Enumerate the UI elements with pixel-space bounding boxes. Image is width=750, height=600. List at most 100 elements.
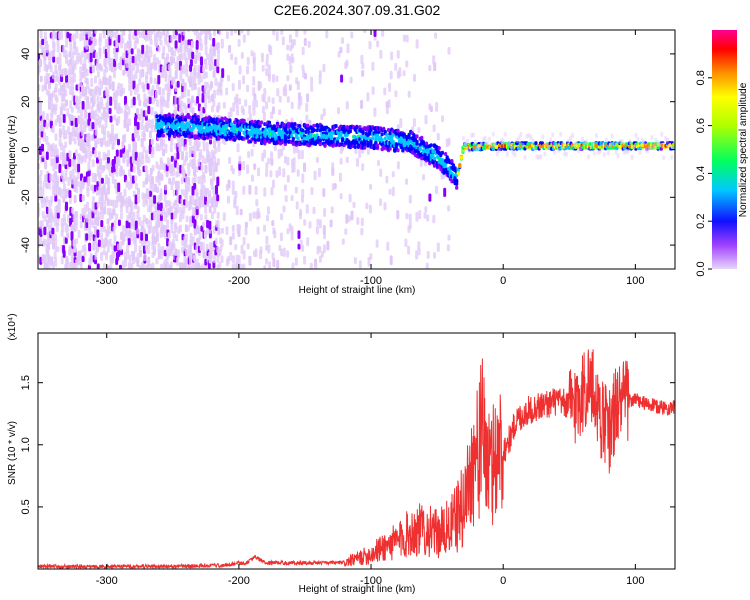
heatmap-cell — [242, 185, 246, 195]
heatmap-cell — [207, 151, 211, 161]
heatmap-cell — [147, 256, 151, 267]
heatmap-cell — [193, 158, 197, 166]
heatmap-cell — [239, 263, 243, 269]
heatmap-cell — [128, 40, 132, 49]
heatmap-cell — [115, 30, 119, 40]
heatmap-cell — [248, 105, 252, 115]
heatmap-cell — [88, 30, 92, 37]
heatmap-cell — [185, 249, 188, 257]
heatmap-cell — [59, 188, 63, 199]
heatmap-cell — [396, 128, 400, 133]
heatmap-cell — [107, 51, 111, 58]
heatmap-cell — [216, 65, 220, 74]
heatmap-cell — [168, 240, 172, 247]
heatmap-cell — [124, 251, 127, 262]
heatmap-cell — [171, 116, 175, 121]
heatmap-cell — [45, 182, 49, 190]
heatmap-cell — [170, 133, 174, 142]
heatmap-cell — [379, 198, 383, 207]
heatmap-cell — [205, 227, 209, 235]
heatmap-cell — [396, 161, 400, 170]
heatmap-cell — [322, 108, 326, 117]
heatmap-cell — [377, 160, 380, 167]
heatmap-cell — [93, 217, 97, 226]
heatmap-cell — [238, 98, 242, 105]
heatmap-cell — [64, 173, 68, 182]
heatmap-cell — [66, 232, 70, 239]
heatmap-cell — [210, 125, 214, 130]
heatmap-cell — [386, 241, 390, 251]
heatmap-cell — [415, 134, 419, 139]
heatmap-cell — [282, 122, 286, 127]
heatmap-cell — [163, 194, 167, 203]
heatmap-cell — [592, 150, 596, 156]
heatmap-cell — [280, 248, 284, 257]
heatmap-cell — [371, 61, 375, 72]
heatmap-cell — [206, 219, 210, 229]
heatmap-ytick-label: 40 — [20, 48, 32, 60]
heatmap-cell — [159, 188, 163, 196]
heatmap-cell — [415, 39, 419, 49]
heatmap-cell — [182, 204, 186, 214]
heatmap-cell — [396, 148, 400, 153]
heatmap-cell — [346, 43, 350, 54]
heatmap-cell — [109, 115, 113, 123]
heatmap-cell — [424, 141, 429, 146]
heatmap-cell — [117, 115, 121, 124]
heatmap-cell — [419, 158, 423, 167]
heatmap-cell — [590, 141, 594, 147]
heatmap-cell — [383, 136, 387, 141]
heatmap-cell — [120, 83, 123, 91]
heatmap-cell — [279, 130, 283, 135]
heatmap-cell — [461, 148, 465, 153]
heatmap-cell — [213, 89, 216, 99]
heatmap-cell — [248, 212, 252, 222]
heatmap-cell — [301, 46, 305, 56]
heatmap-cell — [551, 132, 555, 138]
heatmap-cell — [184, 192, 188, 201]
heatmap-cell — [252, 52, 256, 61]
heatmap-cell — [190, 40, 194, 49]
heatmap-cell — [408, 220, 412, 230]
heatmap-cell — [489, 141, 493, 147]
heatmap-cell — [49, 65, 53, 73]
heatmap-cell — [60, 142, 63, 151]
heatmap-cell — [185, 233, 188, 242]
heatmap-cell — [112, 251, 116, 259]
heatmap-cell — [73, 41, 77, 49]
heatmap-cell — [129, 174, 133, 185]
heatmap-cell — [113, 47, 116, 55]
heatmap-cell — [278, 166, 282, 176]
snr-multiplier: (x10⁴) — [7, 313, 18, 340]
heatmap-cell — [74, 210, 78, 219]
heatmap-cell — [252, 62, 256, 72]
heatmap-cell — [176, 256, 180, 267]
heatmap-cell — [136, 252, 140, 261]
heatmap-cell — [242, 236, 246, 246]
heatmap-cell — [187, 97, 190, 105]
heatmap-cell — [314, 258, 318, 267]
heatmap-cell — [100, 65, 103, 72]
heatmap-cell — [180, 108, 184, 116]
heatmap-cell — [159, 138, 163, 147]
heatmap-cell — [275, 170, 279, 178]
heatmap-cell — [76, 171, 80, 180]
heatmap-cell — [312, 206, 316, 215]
heatmap-cell — [225, 137, 229, 142]
heatmap-cell — [74, 117, 78, 128]
heatmap-cell — [176, 162, 180, 171]
heatmap-cell — [149, 190, 153, 198]
heatmap-cell — [140, 108, 144, 118]
heatmap-cell — [462, 135, 465, 141]
heatmap-cell — [271, 252, 275, 260]
heatmap-cell — [418, 210, 422, 220]
heatmap-cell — [128, 33, 132, 41]
heatmap-cell — [209, 250, 213, 259]
heatmap-cell — [426, 251, 430, 259]
heatmap-cell — [77, 229, 81, 239]
heatmap-cell — [193, 151, 197, 159]
heatmap-cell — [216, 246, 220, 253]
heatmap-cell — [317, 167, 321, 178]
heatmap-cell — [48, 182, 52, 190]
heatmap-cell — [292, 144, 296, 154]
